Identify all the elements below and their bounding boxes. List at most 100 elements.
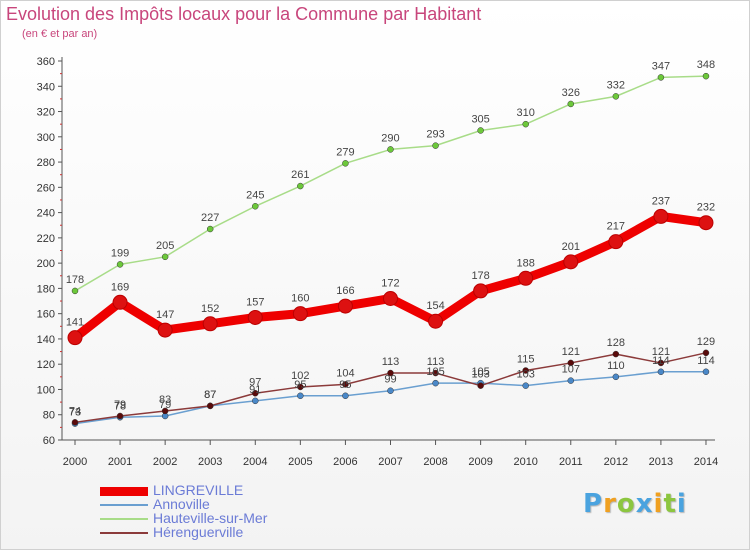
data-point: [252, 390, 259, 397]
logo-letter: i: [676, 489, 687, 519]
x-tick-label: 2002: [153, 456, 177, 468]
data-label: 113: [382, 356, 400, 368]
data-label: 114: [697, 355, 715, 367]
data-point: [567, 100, 575, 108]
data-point: [698, 215, 714, 231]
data-point: [342, 381, 349, 388]
logo-letter: P: [583, 489, 604, 519]
x-tick-label: 2010: [513, 456, 537, 468]
y-tick-label: 240: [37, 208, 55, 220]
data-label: 95: [339, 379, 351, 391]
data-label: 79: [159, 399, 171, 411]
data-label: 129: [697, 336, 715, 348]
data-label: 110: [607, 360, 625, 372]
data-point: [247, 309, 263, 325]
data-label: 172: [381, 278, 399, 290]
data-point: [612, 350, 620, 358]
y-tick-label: 340: [37, 81, 55, 93]
x-tick-label: 2001: [108, 456, 132, 468]
y-tick-label: 80: [43, 410, 55, 422]
data-label: 293: [426, 129, 444, 141]
y-tick-label: 140: [37, 334, 55, 346]
data-point: [382, 291, 398, 307]
data-point: [387, 146, 394, 153]
data-point: [477, 382, 484, 389]
y-tick-label: 280: [37, 157, 55, 169]
x-tick-label: 2004: [243, 456, 267, 468]
x-tick-label: 2008: [423, 456, 447, 468]
data-point: [71, 287, 79, 295]
data-label: 105: [426, 366, 444, 378]
data-label: 102: [291, 370, 309, 382]
legend-label: Hauteville-sur-Mer: [153, 510, 268, 526]
data-point: [608, 234, 624, 250]
data-label: 115: [517, 354, 535, 366]
data-label: 152: [201, 303, 219, 315]
data-label: 188: [517, 257, 535, 269]
data-label: 107: [562, 364, 580, 376]
y-tick-label: 360: [37, 56, 55, 68]
data-label: 305: [471, 113, 489, 125]
series-layer: [67, 72, 714, 427]
x-tick-label: 2014: [694, 456, 718, 468]
data-point: [116, 412, 124, 420]
data-label: 87: [204, 389, 216, 401]
data-point: [473, 283, 489, 299]
data-point: [522, 120, 529, 128]
data-point: [67, 330, 83, 346]
x-tick-label: 2013: [649, 456, 673, 468]
data-point: [112, 294, 128, 310]
data-point: [522, 382, 529, 389]
data-point: [702, 72, 710, 80]
data-point: [297, 182, 304, 190]
data-label: 105: [471, 366, 489, 378]
x-tick-label: 2009: [468, 456, 492, 468]
data-point: [432, 379, 439, 387]
data-label: 79: [114, 399, 126, 411]
data-label: 169: [111, 281, 129, 293]
legend-label: Annoville: [153, 496, 210, 512]
y-tick-label: 320: [37, 107, 55, 119]
data-label: 326: [562, 87, 580, 99]
y-tick-label: 260: [37, 182, 55, 194]
chart-title: Evolution des Impôts locaux pour la Comm…: [6, 4, 482, 24]
data-point: [612, 93, 620, 100]
y-tick-label: 300: [37, 132, 55, 144]
data-point: [116, 261, 124, 268]
data-label: 178: [471, 270, 489, 282]
data-point: [206, 225, 214, 233]
data-label: 91: [249, 384, 261, 396]
data-point: [567, 359, 575, 367]
legend-label: Hérenguerville: [153, 524, 244, 540]
logo-letter: x: [635, 489, 654, 519]
data-point: [342, 160, 349, 167]
data-label: 121: [652, 346, 670, 358]
data-label: 245: [246, 189, 264, 201]
logo-letter: r: [603, 489, 617, 519]
data-label: 279: [336, 146, 354, 158]
data-label: 74: [69, 405, 81, 417]
x-tick-label: 2006: [333, 456, 357, 468]
data-point: [518, 270, 534, 286]
y-tick-label: 100: [37, 384, 55, 396]
data-label: 103: [517, 369, 535, 381]
data-point: [252, 397, 259, 405]
data-label: 83: [159, 394, 171, 406]
data-label: 99: [384, 374, 396, 386]
data-label: 73: [69, 407, 81, 419]
data-point: [432, 142, 439, 149]
data-labels-layer: 178 199 205 227 245 261 279 290 293 305 310 326 332 3…: [66, 59, 715, 418]
data-label: 114: [652, 355, 670, 367]
data-point: [206, 402, 214, 410]
data-point: [202, 316, 218, 332]
data-point: [657, 368, 665, 376]
data-label: 261: [291, 169, 309, 181]
y-tick-label: 180: [37, 283, 55, 295]
data-label: 310: [517, 107, 535, 119]
data-label: 227: [201, 212, 219, 224]
legend-swatch-hauteville-sur-mer: [100, 518, 148, 520]
data-label: 205: [156, 240, 174, 252]
data-point: [567, 377, 575, 384]
y-tick-label: 200: [37, 258, 55, 270]
legend-swatch-lingreville: [100, 487, 148, 496]
